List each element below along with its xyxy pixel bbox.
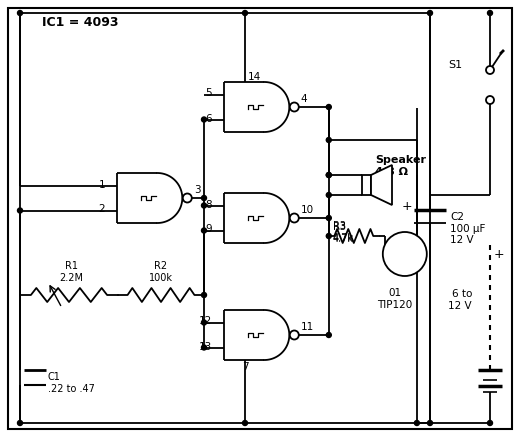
Text: 3: 3 [194,185,200,195]
Circle shape [327,233,331,239]
Circle shape [488,10,492,15]
Circle shape [290,330,299,340]
Text: 7: 7 [242,362,249,372]
Text: C1
.22 to .47: C1 .22 to .47 [48,372,95,394]
Text: 5: 5 [205,89,212,98]
Circle shape [327,173,331,177]
Text: R3
4.7k: R3 4.7k [333,221,354,243]
Text: R2
100k: R2 100k [149,261,173,283]
Circle shape [18,420,22,426]
Text: S1: S1 [448,60,462,70]
Text: 4: 4 [301,94,307,104]
Bar [264,310,290,360]
Circle shape [183,194,192,202]
Circle shape [242,420,248,426]
Text: 13: 13 [199,341,212,351]
Text: 8: 8 [205,200,212,209]
Text: R3
4.7k: R3 4.7k [333,222,354,243]
Circle shape [202,345,206,350]
Text: +: + [494,249,504,261]
Circle shape [202,195,206,201]
Circle shape [202,292,206,298]
Circle shape [242,10,248,15]
Text: R1
2.2M: R1 2.2M [59,261,83,283]
Circle shape [327,193,331,198]
Circle shape [327,104,331,110]
Text: 12: 12 [199,316,212,326]
Circle shape [18,208,22,213]
Bar [362,175,371,195]
Circle shape [414,420,420,426]
Circle shape [327,173,331,177]
Circle shape [290,103,299,111]
Text: 6 to
12 V: 6 to 12 V [448,289,472,311]
Circle shape [290,214,299,222]
Circle shape [327,138,331,142]
Bar [264,82,290,132]
Circle shape [486,96,494,104]
Circle shape [202,228,206,233]
Circle shape [202,320,206,325]
Circle shape [427,10,433,15]
Text: 2: 2 [98,205,105,215]
Circle shape [202,117,206,122]
Text: 9: 9 [205,225,212,235]
Polygon shape [371,165,392,205]
Circle shape [488,420,492,426]
Circle shape [383,232,427,276]
Text: 1: 1 [98,180,105,190]
Text: 11: 11 [301,322,314,332]
Text: +: + [401,200,412,212]
Bar [264,193,290,243]
Text: 14: 14 [248,72,261,82]
Text: 6: 6 [205,114,212,124]
Text: IC1 = 4093: IC1 = 4093 [42,15,118,28]
Circle shape [202,203,206,208]
Circle shape [327,333,331,337]
Circle shape [486,66,494,74]
Text: 10: 10 [301,205,314,215]
Text: C2
100 μF
12 V: C2 100 μF 12 V [450,212,485,245]
Bar [158,173,184,223]
Circle shape [427,420,433,426]
Text: Speaker
4/8 Ω: Speaker 4/8 Ω [375,155,426,177]
Circle shape [18,10,22,15]
Text: 01
TIP120: 01 TIP120 [377,288,412,309]
Circle shape [327,215,331,221]
